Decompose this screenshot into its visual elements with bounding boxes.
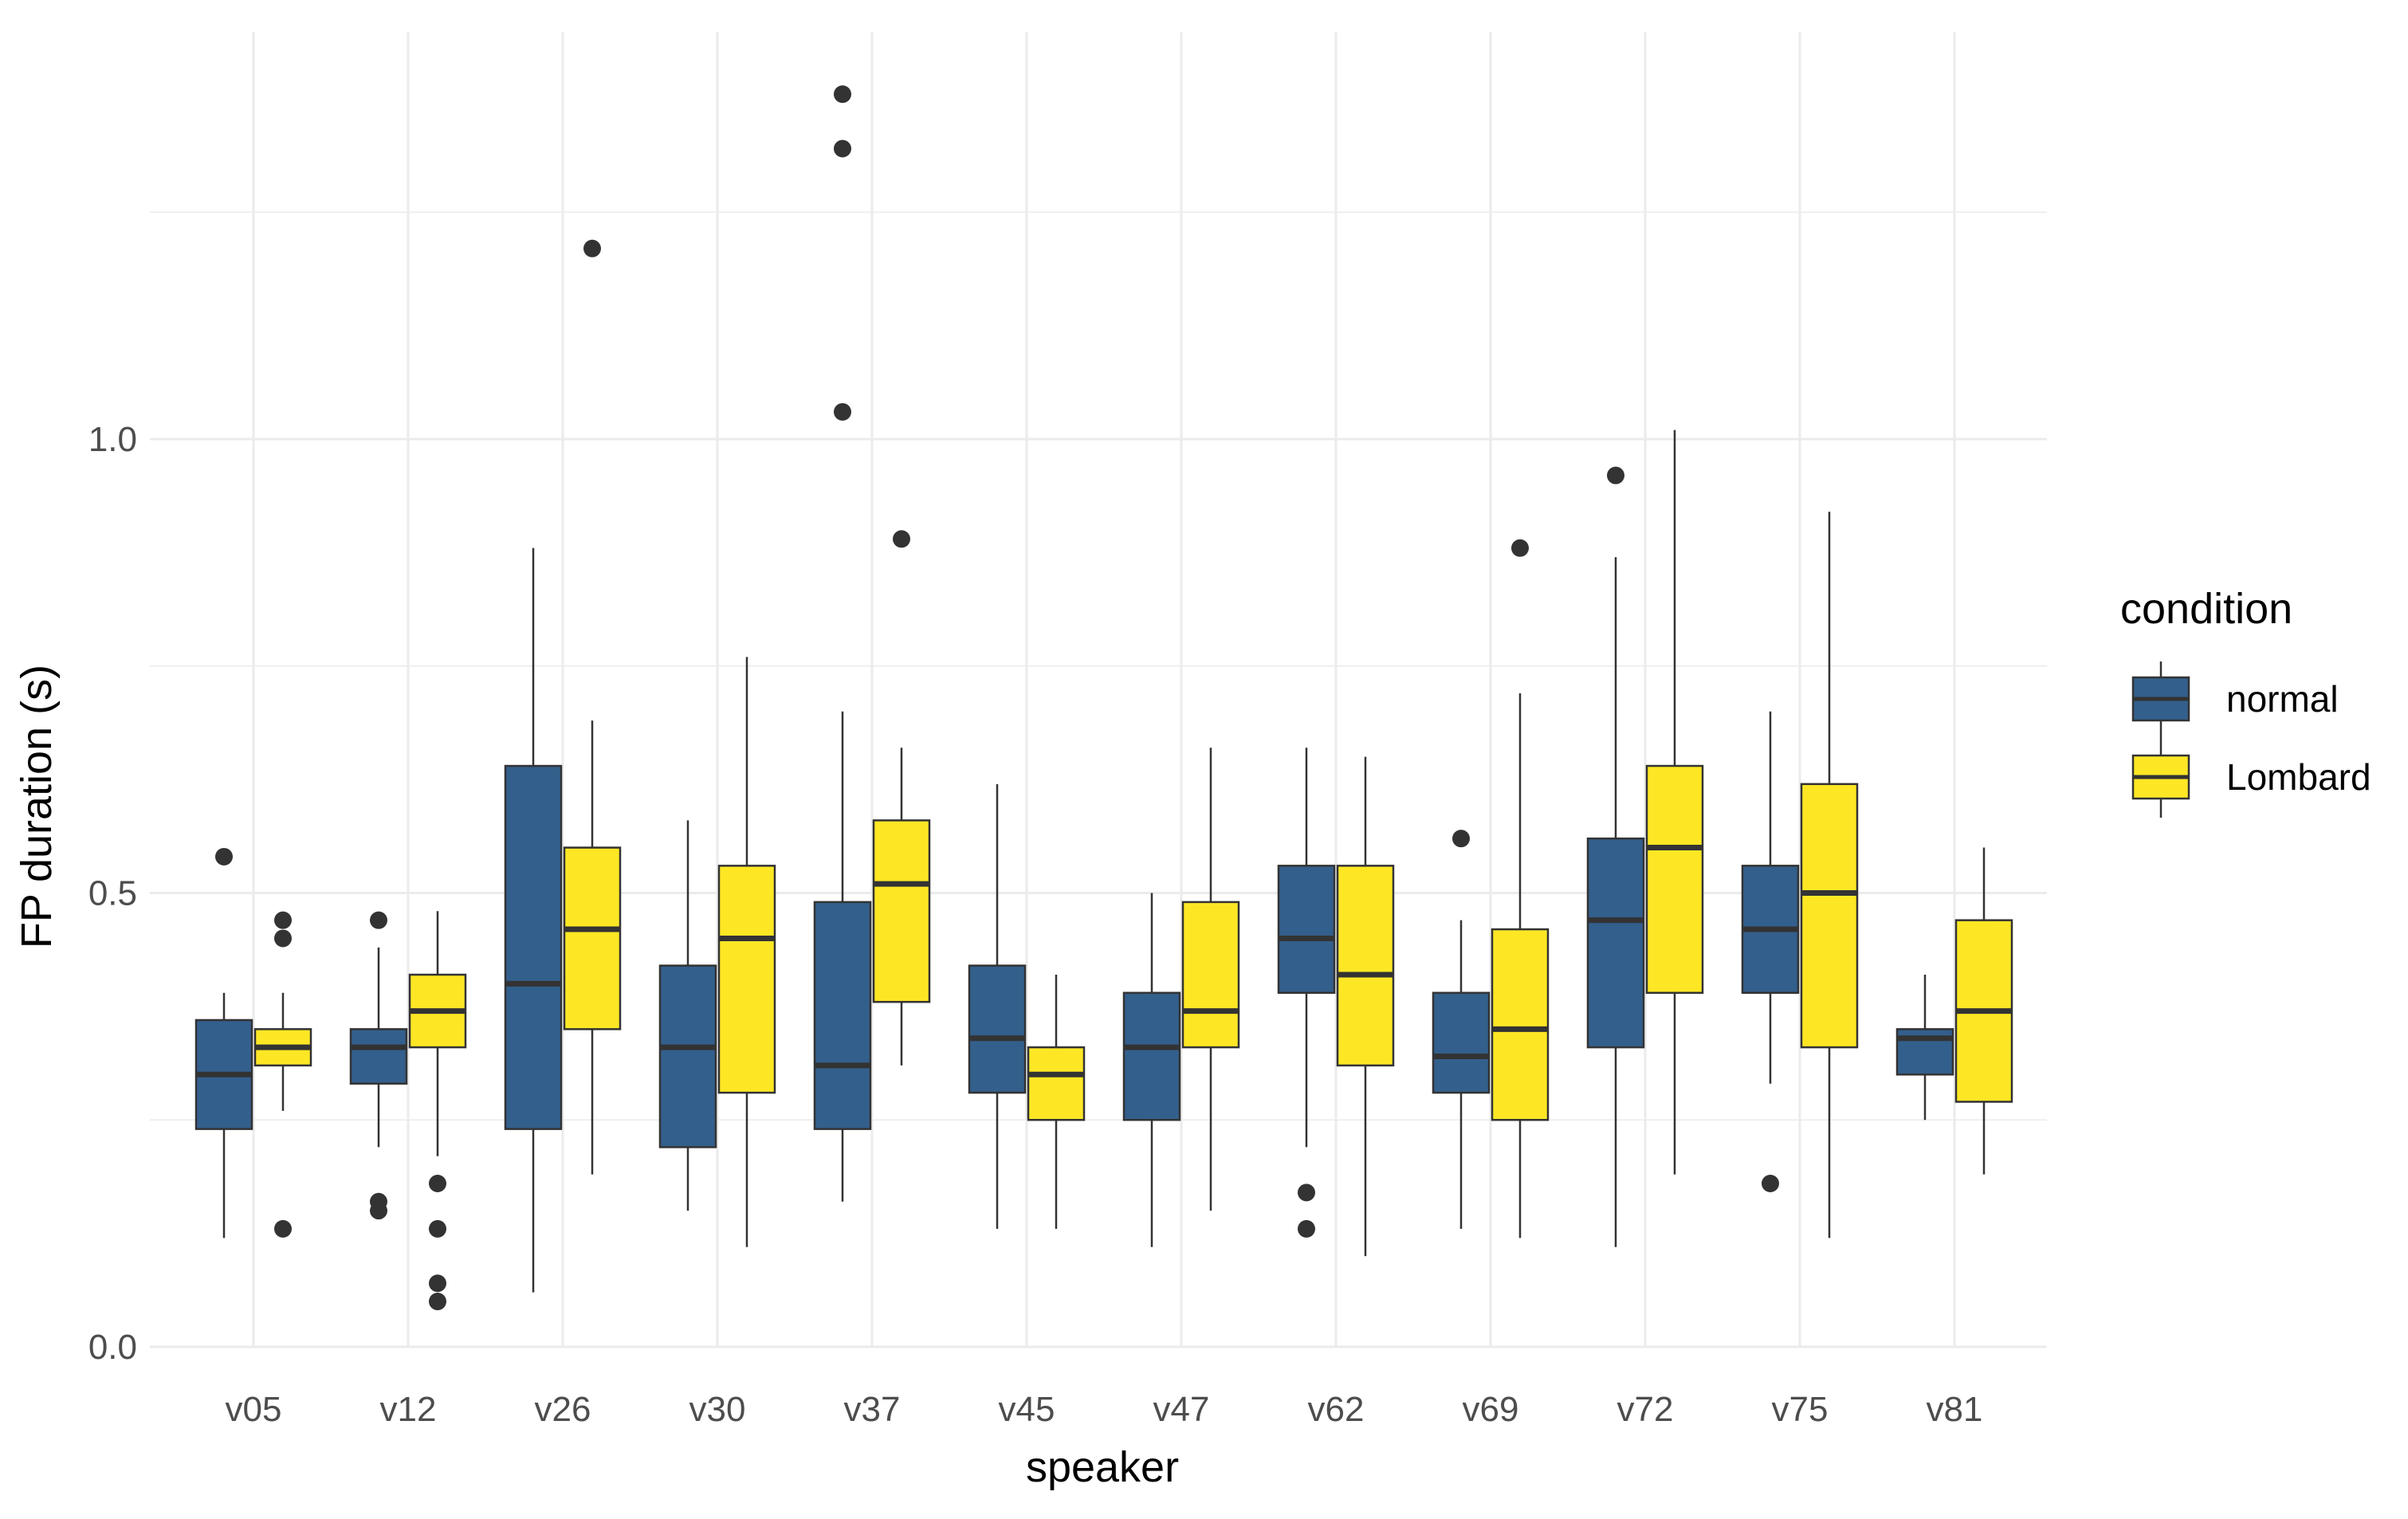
- box-iqr: [1491, 928, 1550, 1121]
- box-iqr: [968, 964, 1027, 1094]
- box-iqr: [1336, 865, 1395, 1067]
- box-iqr: [813, 901, 872, 1130]
- outlier-point: [834, 402, 851, 421]
- box-normal-v26: [504, 548, 563, 1293]
- box-iqr: [717, 865, 776, 1094]
- box-Lombard-v75: [1800, 512, 1859, 1238]
- box-iqr: [1122, 991, 1181, 1121]
- outlier-point: [893, 530, 910, 548]
- x-tick-label: v12: [380, 1390, 437, 1429]
- box-Lombard-v72: [1645, 430, 1704, 1175]
- legend-label: normal: [2226, 678, 2339, 720]
- legend-entry-Lombard: Lombard: [2131, 740, 2371, 818]
- x-tick-label: v81: [1927, 1390, 1983, 1429]
- box-iqr: [1586, 837, 1645, 1049]
- box-iqr: [563, 846, 622, 1030]
- box-normal-v37: [813, 85, 872, 1202]
- box-Lombard-v45: [1027, 975, 1086, 1229]
- y-axis-ticks: 0.0 0.5 1.0: [88, 420, 137, 1367]
- outlier-point: [834, 85, 851, 104]
- outlier-point: [1298, 1183, 1315, 1202]
- outlier-point: [429, 1174, 446, 1192]
- box-normal-v72: [1586, 466, 1645, 1247]
- outlier-point: [274, 911, 292, 929]
- grid-lines: [150, 32, 2047, 1348]
- box-normal-v45: [968, 783, 1027, 1229]
- x-tick-label: v30: [689, 1390, 746, 1429]
- box-iqr: [1027, 1046, 1086, 1121]
- x-axis-ticks: v05 v12 v26 v30 v37 v45 v47 v62 v69 v72 v75 v81: [226, 1390, 1983, 1429]
- outlier-point: [274, 929, 292, 948]
- box-normal-v12: [349, 911, 408, 1220]
- x-tick-label: v37: [844, 1390, 901, 1429]
- outlier-point: [274, 1219, 292, 1238]
- y-axis-title: FP duration (s): [13, 665, 61, 948]
- box-normal-v05: [194, 847, 253, 1238]
- box-iqr: [1645, 764, 1704, 995]
- outlier-point: [429, 1293, 446, 1311]
- box-iqr: [658, 964, 717, 1148]
- box-iqr: [1181, 901, 1240, 1049]
- box-iqr: [872, 819, 931, 1003]
- box-iqr: [1277, 865, 1336, 995]
- box-Lombard-v12: [408, 911, 467, 1311]
- box-Lombard-v81: [1954, 847, 2013, 1175]
- x-tick-label: v47: [1153, 1390, 1210, 1429]
- y-tick-label: 0.5: [88, 874, 137, 913]
- x-tick-label: v26: [535, 1390, 591, 1429]
- legend-entry-normal: normal: [2131, 661, 2339, 740]
- box-series: [194, 85, 2013, 1311]
- box-iqr: [349, 1028, 408, 1085]
- outlier-point: [1511, 539, 1529, 557]
- box-iqr: [1432, 991, 1491, 1094]
- outlier-point: [429, 1219, 446, 1238]
- x-tick-label: v62: [1308, 1390, 1365, 1429]
- box-normal-v62: [1277, 748, 1336, 1238]
- box-Lombard-v37: [872, 530, 931, 1066]
- box-normal-v30: [658, 820, 717, 1211]
- box-Lombard-v47: [1181, 748, 1240, 1211]
- x-tick-label: v72: [1617, 1390, 1674, 1429]
- legend-label: Lombard: [2226, 756, 2371, 798]
- x-axis-title: speaker: [1026, 1443, 1179, 1491]
- box-Lombard-v62: [1336, 756, 1395, 1257]
- outlier-point: [1298, 1219, 1315, 1238]
- x-tick-label: v05: [226, 1390, 282, 1429]
- x-tick-label: v45: [999, 1390, 1055, 1429]
- legend-title: condition: [2120, 585, 2292, 633]
- box-Lombard-v05: [253, 911, 312, 1238]
- outlier-point: [1762, 1174, 1779, 1192]
- legend: condition normal Lombard: [2120, 585, 2371, 818]
- box-normal-v75: [1741, 711, 1800, 1192]
- box-Lombard-v30: [717, 657, 776, 1247]
- box-iqr: [1800, 783, 1859, 1049]
- outlier-point: [1452, 830, 1470, 848]
- x-tick-label: v75: [1772, 1390, 1829, 1429]
- box-Lombard-v26: [563, 239, 622, 1175]
- box-normal-v47: [1122, 893, 1181, 1247]
- outlier-point: [370, 911, 387, 929]
- outlier-point: [370, 1202, 387, 1220]
- box-normal-v69: [1432, 830, 1491, 1229]
- outlier-point: [215, 847, 233, 865]
- box-Lombard-v69: [1491, 539, 1550, 1238]
- y-tick-label: 1.0: [88, 420, 137, 459]
- outlier-point: [429, 1274, 446, 1293]
- outlier-point: [834, 139, 851, 158]
- x-tick-label: v69: [1463, 1390, 1519, 1429]
- y-tick-label: 0.0: [88, 1328, 137, 1367]
- box-iqr: [504, 764, 563, 1130]
- outlier-point: [583, 239, 601, 257]
- outlier-point: [1607, 466, 1624, 485]
- box-normal-v81: [1895, 975, 1954, 1121]
